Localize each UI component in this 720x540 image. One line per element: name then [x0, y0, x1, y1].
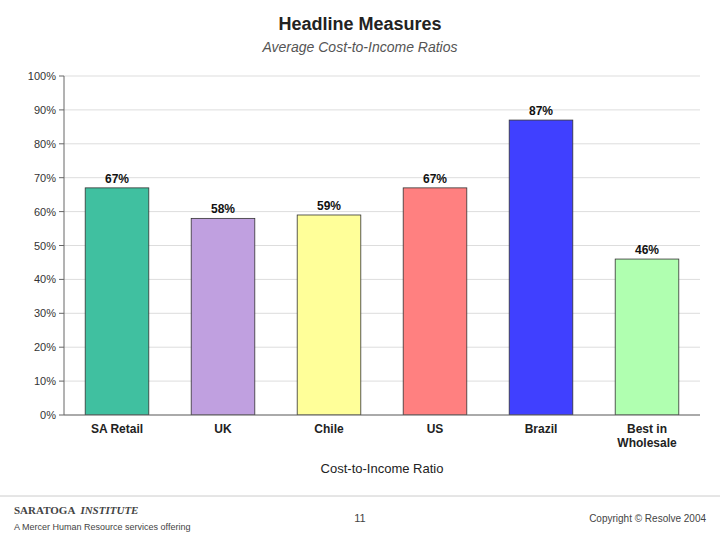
bar	[509, 120, 573, 415]
title: Headline Measures	[278, 14, 441, 34]
y-tick	[59, 109, 64, 110]
data-label: 67%	[423, 172, 447, 186]
x-tick-label: Chile	[314, 422, 344, 436]
y-tick-label: 80%	[34, 138, 56, 150]
data-labels: 67% 58% 59% 67% 87% 46%	[105, 104, 659, 257]
y-tick-label: 60%	[34, 206, 56, 218]
x-tick-label: UK	[214, 422, 232, 436]
y-tick	[59, 381, 64, 382]
grid-line	[64, 381, 700, 382]
y-tick	[59, 211, 64, 212]
y-tick-label: 30%	[34, 307, 56, 319]
annotation: Copyright © Resolve 2004	[589, 513, 706, 524]
bar	[403, 188, 467, 415]
y-tick	[59, 347, 64, 348]
x-axis: SA Retail UK Chile US Brazil Best inWholesale	[91, 422, 677, 450]
x-tick-label: Brazil	[525, 422, 558, 436]
bar	[85, 188, 149, 415]
subtitle: Average Cost-to-Income Ratios	[261, 39, 457, 55]
bar	[191, 218, 255, 415]
y-tick	[59, 143, 64, 144]
x-tick-label: US	[427, 422, 444, 436]
grid-line	[64, 313, 700, 314]
y-tick-label: 90%	[34, 104, 56, 116]
annotation: 11	[354, 512, 365, 524]
chart-container: Headline Measures Average Cost-to-Income …	[0, 0, 720, 540]
x-axis-label: Cost-to-Income Ratio	[321, 461, 444, 476]
y-tick-label: 10%	[34, 375, 56, 387]
grid-line	[64, 177, 700, 178]
annotation: SARATOGA	[14, 504, 75, 516]
footer-separator	[0, 496, 720, 497]
bar	[297, 215, 361, 415]
annotation: INSTITUTE	[79, 504, 138, 516]
chart-svg: Headline Measures Average Cost-to-Income …	[0, 0, 720, 540]
annotation: A Mercer Human Resource services offerin…	[14, 522, 190, 532]
grid-line	[64, 109, 700, 110]
x-tick-label: Best inWholesale	[617, 422, 677, 450]
x-axis-line	[64, 415, 700, 416]
data-label: 58%	[211, 202, 235, 216]
x-tick-label: SA Retail	[91, 422, 143, 436]
y-tick	[59, 76, 64, 77]
grid	[64, 76, 700, 415]
data-label: 59%	[317, 199, 341, 213]
y-tick-label: 40%	[34, 273, 56, 285]
grid-line	[64, 415, 700, 416]
y-tick	[59, 415, 64, 416]
y-tick-label: 50%	[34, 240, 56, 252]
y-tick	[59, 313, 64, 314]
grid-line	[64, 143, 700, 144]
y-tick	[59, 279, 64, 280]
grid-line	[64, 347, 700, 348]
grid-line	[64, 76, 700, 77]
bars	[85, 120, 679, 415]
y-tick-label: 70%	[34, 172, 56, 184]
y-tick-label: 100%	[28, 70, 56, 82]
grid-line	[64, 245, 700, 246]
y-axis: 0% 10% 20% 30% 40% 50% 60% 70% 80% 90% 100%	[28, 70, 64, 421]
data-label: 87%	[529, 104, 553, 118]
footer: SARATOGA INSTITUTE A Mercer Human Resource…	[14, 504, 706, 532]
y-tick	[59, 245, 64, 246]
y-axis-line	[64, 76, 65, 415]
grid-line	[64, 211, 700, 212]
y-tick-label: 20%	[34, 341, 56, 353]
data-label: 67%	[105, 172, 129, 186]
y-tick-label: 0%	[40, 409, 56, 421]
y-tick	[59, 177, 64, 178]
grid-line	[64, 279, 700, 280]
bar	[615, 259, 679, 415]
data-label: 46%	[635, 243, 659, 257]
